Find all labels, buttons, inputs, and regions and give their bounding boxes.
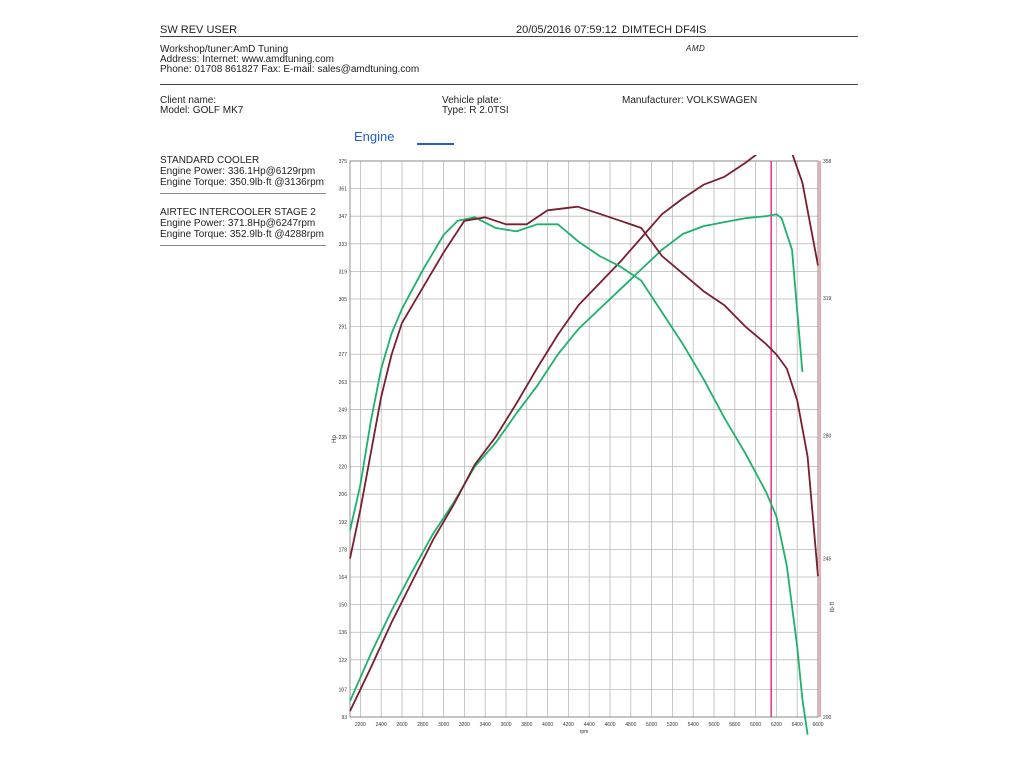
x-tick-label: 5000 (646, 722, 657, 728)
company-logo: AMD (686, 44, 706, 53)
y-left-tick-label: 107 (339, 687, 348, 693)
header-datetime: 20/05/2016 07:59:12 (516, 24, 617, 36)
x-tick-label: 5800 (729, 722, 740, 728)
x-tick-label: 3200 (459, 722, 470, 728)
plot-frame (349, 160, 819, 718)
standard-cooler-power-line (349, 213, 804, 702)
y-left-tick-label: 277 (339, 352, 348, 358)
y-left-tick-label: 192 (339, 520, 348, 526)
x-axis-label: rpm (580, 729, 589, 735)
client-model: Model: GOLF MK7 (160, 105, 244, 116)
y-left-tick-label: 347 (339, 214, 348, 220)
y-left-tick-label: 93 (341, 715, 347, 721)
y-left-tick-label: 319 (339, 269, 348, 275)
y-right-tick-label: 200 (823, 715, 832, 721)
run1-power: Engine Power: 336.1Hp@6129rpm (160, 166, 316, 177)
y-left-tick-label: 305 (339, 297, 348, 303)
airtec-intercooler-power-line (349, 155, 819, 712)
chart-title: Engine (354, 129, 395, 144)
client-name-label: Client name: (160, 95, 217, 106)
workshop-rule (160, 84, 858, 85)
vehicle-type: Type: R 2.0TSI (442, 105, 509, 116)
manufacturer: Manufacturer: VOLKSWAGEN (622, 95, 758, 106)
x-tick-label: 4400 (584, 722, 595, 728)
y-left-tick-label: 361 (339, 187, 348, 193)
y-left-tick-label: 249 (339, 407, 348, 413)
vehicle-plate-label: Vehicle plate: (442, 95, 502, 106)
x-tick-label: 4800 (625, 722, 636, 728)
x-tick-label: 6600 (812, 722, 823, 728)
y-left-tick-label: 206 (339, 492, 348, 498)
x-tick-label: 3800 (521, 722, 532, 728)
x-tick-label: 2600 (396, 722, 407, 728)
legend-swatch (417, 143, 454, 145)
x-tick-label: 2200 (355, 722, 366, 728)
y-left-tick-label: 164 (339, 575, 348, 581)
x-tick-label: 3400 (480, 722, 491, 728)
x-tick-label: 5200 (667, 722, 678, 728)
x-tick-label: 4000 (542, 722, 553, 728)
workshop-line1: Workshop/tuner:AmD Tuning (160, 44, 289, 55)
y-left-tick-label: 375 (339, 159, 348, 165)
y-right-tick-label: 245 (823, 557, 832, 563)
x-tick-label: 3600 (500, 722, 511, 728)
x-tick-label: 2400 (376, 722, 387, 728)
run2-power: Engine Power: 371.8Hp@6247rpm (160, 218, 316, 229)
x-tick-label: 6000 (750, 722, 761, 728)
header-device: DIMTECH DF4IS (622, 24, 707, 36)
run2-torque: Engine Torque: 352.9lb·ft @4288rpm (160, 229, 324, 240)
x-tick-label: 5600 (708, 722, 719, 728)
airtec-intercooler-torque-line (349, 205, 819, 577)
y-left-tick-label: 220 (339, 465, 348, 471)
y-left-tick-label: 136 (339, 630, 348, 636)
y-left-tick-label: 235 (339, 435, 348, 441)
y-left-tick-label: 150 (339, 603, 348, 609)
y-left-tick-label: 122 (339, 658, 348, 664)
y-left-tick-label: 178 (339, 547, 348, 553)
x-tick-label: 3000 (438, 722, 449, 728)
run2-rule (160, 245, 326, 246)
workshop-line3: Phone: 01708 861827 Fax: E-mail: sales@a… (160, 64, 420, 75)
run2-title: AIRTEC INTERCOOLER STAGE 2 (160, 207, 316, 218)
y-right-tick-label: 280 (823, 433, 832, 439)
y-left-tick-label: 263 (339, 380, 348, 386)
x-tick-label: 5400 (688, 722, 699, 728)
y-left-axis-label: Hp (332, 435, 338, 443)
y-right-tick-label: 358 (823, 159, 832, 165)
dyno-chart: 2200 2400 2600 2800 3000 3200 3400 3600 3800 4000… (332, 155, 836, 735)
run1-rule (160, 193, 326, 194)
x-tick-label: 2800 (417, 722, 428, 728)
workshop-line2: Address: Internet: www.amdtuning.com (160, 54, 334, 65)
header-left-text: SW REV USER (160, 24, 238, 36)
header-rule (160, 36, 858, 37)
x-tick-label: 6200 (771, 722, 782, 728)
x-tick-label: 4600 (604, 722, 615, 728)
y-right-tick-label: 319 (823, 296, 832, 302)
x-tick-label: 6400 (792, 722, 803, 728)
y-right-axis-label: lb·ft (830, 602, 836, 612)
x-tick-label: 4200 (563, 722, 574, 728)
run1-title: STANDARD COOLER (160, 155, 260, 166)
y-left-tick-label: 333 (339, 242, 348, 248)
standard-cooler-torque-line (349, 216, 809, 735)
run1-torque: Engine Torque: 350.9lb·ft @3136rpm (160, 177, 324, 188)
y-left-tick-label: 291 (339, 325, 348, 331)
